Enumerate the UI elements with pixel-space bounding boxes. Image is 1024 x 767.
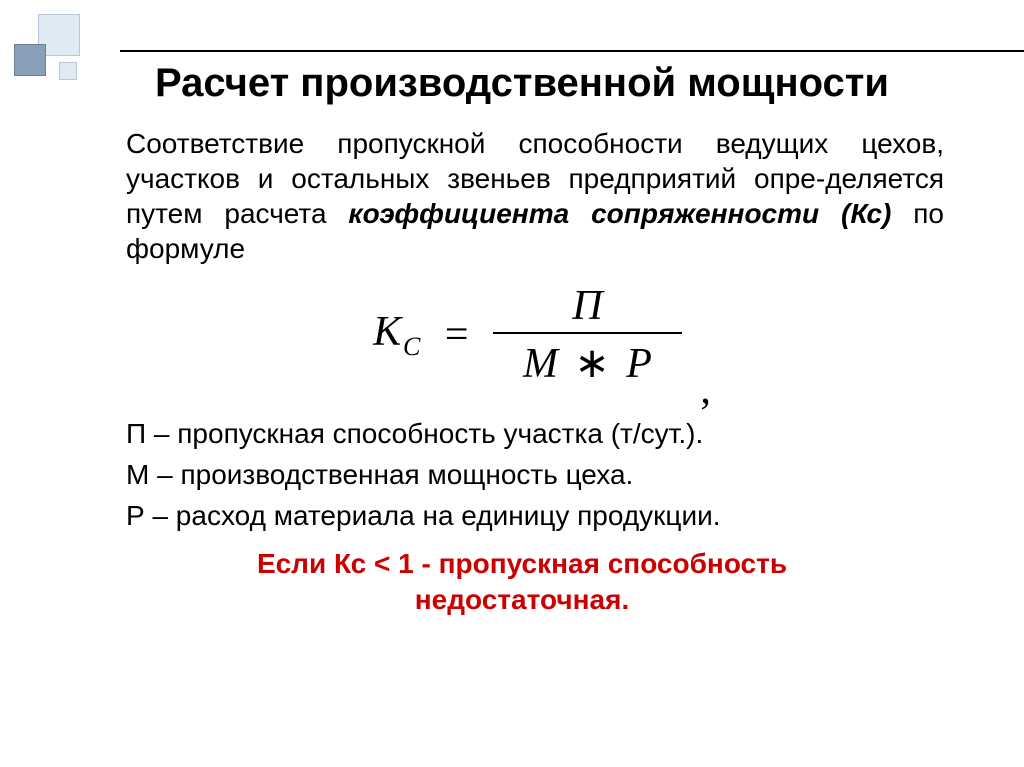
formula-fraction: П M ∗ P: [493, 282, 682, 388]
intro-emphasis: коэффициента сопряженности (Кс): [348, 198, 891, 229]
note-line-2: недостаточная.: [120, 582, 924, 618]
definition-item: М – производственная мощность цеха.: [126, 455, 964, 494]
formula: КС = П M ∗ P ,: [373, 282, 711, 388]
formula-lhs: КС: [373, 308, 420, 362]
header-divider: [120, 50, 1024, 52]
denom-left: M: [523, 341, 558, 387]
formula-lhs-sub: С: [401, 332, 420, 361]
formula-trailing-comma: ,: [692, 366, 711, 414]
slide-content: Расчет производственной мощности Соответ…: [0, 58, 1024, 618]
definitions-list: П – пропускная способность участка (т/су…: [120, 414, 964, 536]
definition-item: Р – расход материала на единицу продукци…: [126, 496, 964, 535]
formula-equals: =: [431, 311, 483, 359]
intro-paragraph: Соответствие пропускной способности веду…: [120, 126, 964, 266]
denom-right: P: [626, 341, 652, 387]
note-line-1: Если Кс < 1 - пропускная способность: [120, 546, 924, 582]
formula-block: КС = П M ∗ P ,: [120, 282, 964, 388]
definition-item: П – пропускная способность участка (т/су…: [126, 414, 964, 453]
formula-lhs-base: К: [373, 309, 401, 355]
note-block: Если Кс < 1 - пропускная способность нед…: [120, 546, 964, 619]
formula-numerator: П: [493, 282, 682, 332]
slide-title: Расчет производственной мощности: [120, 58, 964, 108]
denom-op: ∗: [569, 341, 616, 387]
formula-denominator: M ∗ P: [493, 332, 682, 388]
